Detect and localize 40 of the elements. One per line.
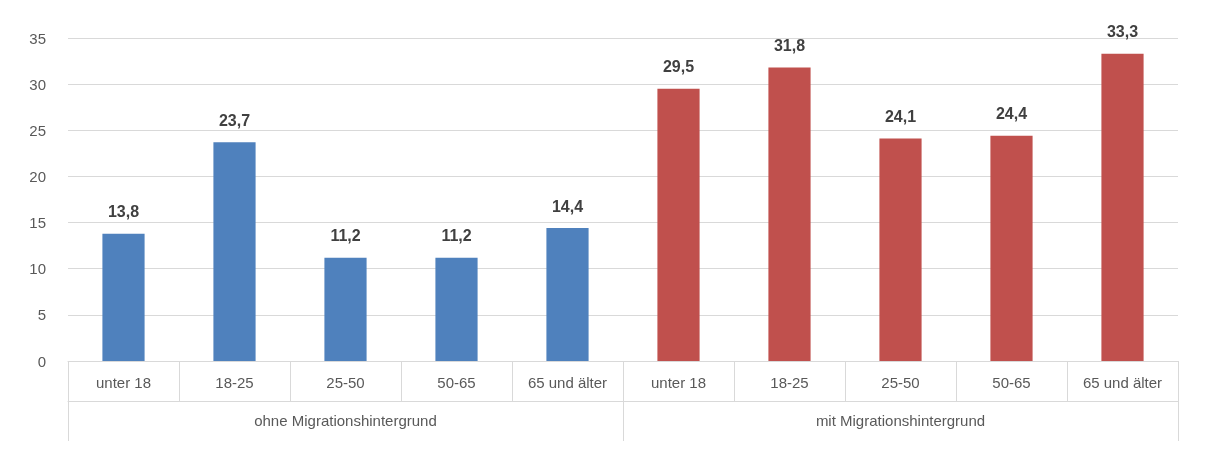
data-label: 24,4 xyxy=(995,105,1028,123)
data-label: 11,2 xyxy=(441,227,472,245)
data-label: 23,7 xyxy=(218,111,251,129)
y-tick-label: 0 xyxy=(37,352,46,370)
y-tick-label: 10 xyxy=(29,260,46,278)
x-tick-label: unter 18 xyxy=(650,374,707,391)
x-tick-label: 65 und älter xyxy=(527,374,608,391)
bar xyxy=(657,88,700,361)
x-tick-label: 25-50 xyxy=(326,374,365,391)
text: mit Migrationshintergrund xyxy=(815,412,986,429)
y-tick-label: 15 xyxy=(29,214,46,232)
bar xyxy=(435,257,478,361)
bar xyxy=(879,138,922,361)
bar xyxy=(213,142,256,361)
text: ohne Migrationshintergrund xyxy=(254,412,437,429)
data-label: 13,8 xyxy=(107,203,140,221)
x-tick-label: 50-65 xyxy=(992,374,1031,391)
bar xyxy=(1101,53,1144,361)
data-label: 29,5 xyxy=(662,58,695,76)
bar xyxy=(546,228,589,361)
y-tick-label: 20 xyxy=(29,167,46,185)
y-tick-label: 35 xyxy=(29,29,46,47)
bar xyxy=(324,257,367,361)
data-label: 14,4 xyxy=(551,197,584,215)
y-tick-label: 25 xyxy=(29,121,46,139)
x-tick-label: 18-25 xyxy=(770,374,809,391)
x-tick-label: 50-65 xyxy=(437,374,476,391)
x-tick-label: 65 und älter xyxy=(1082,374,1163,391)
x-tick-label: unter 18 xyxy=(95,374,152,391)
y-tick-label: 30 xyxy=(29,75,46,93)
x-tick-label: 18-25 xyxy=(215,374,254,391)
data-label: 33,3 xyxy=(1106,23,1139,41)
data-label: 11,2 xyxy=(330,227,361,245)
data-label: 31,8 xyxy=(773,37,806,55)
data-label: 24,1 xyxy=(884,108,917,126)
bar xyxy=(768,67,811,361)
y-tick-label: 5 xyxy=(37,306,46,324)
bar xyxy=(102,233,145,361)
x-tick-label: 25-50 xyxy=(881,374,920,391)
bar xyxy=(990,135,1033,361)
